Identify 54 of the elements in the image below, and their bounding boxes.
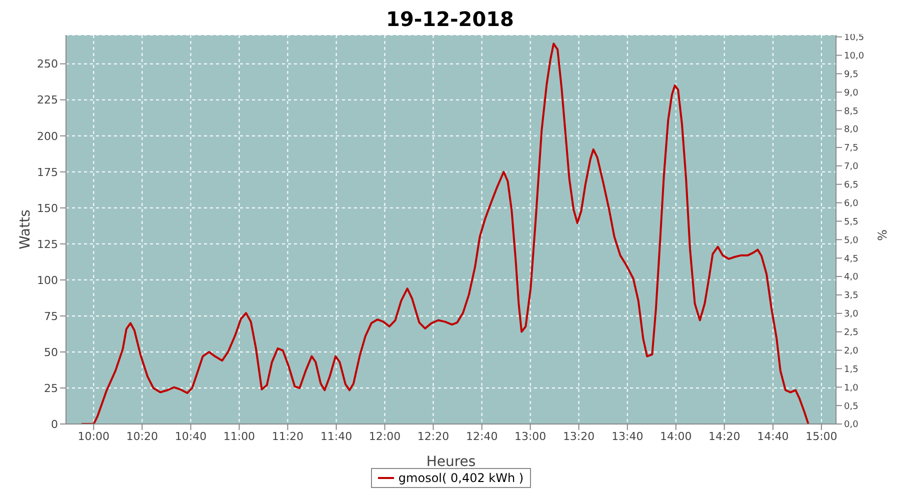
x-tick-label: 14:20 bbox=[708, 430, 740, 443]
y2-tick-label: 6,5 bbox=[844, 180, 858, 191]
y2-axis-title: % bbox=[875, 230, 890, 241]
y-tick-label: 225 bbox=[37, 94, 58, 107]
y2-tick-label: 9,0 bbox=[844, 88, 859, 98]
chart-title: 19-12-2018 bbox=[385, 7, 515, 33]
x-tick-label: 13:00 bbox=[514, 430, 546, 443]
x-tick-label: 14:00 bbox=[660, 430, 692, 443]
y-tick-label: 25 bbox=[44, 382, 58, 395]
x-tick-label: 12:40 bbox=[466, 430, 498, 443]
y-tick-label: 50 bbox=[44, 346, 58, 359]
y2-tick-label: 7,5 bbox=[844, 144, 858, 154]
legend-label: gmosol( 0,402 kWh ) bbox=[397, 471, 524, 485]
x-axis-title: Heures bbox=[426, 454, 476, 470]
y-tick-label: 100 bbox=[37, 274, 58, 287]
y2-tick-label: 1,5 bbox=[844, 364, 858, 375]
y-tick-label: 250 bbox=[37, 58, 58, 71]
y2-tick-label: 5,5 bbox=[844, 217, 858, 228]
y2-tick-label: 10,0 bbox=[844, 51, 864, 62]
x-tick-label: 13:20 bbox=[562, 430, 595, 443]
y2-tick-label: 1,0 bbox=[844, 383, 859, 394]
y2-tick-label: 0,5 bbox=[844, 402, 858, 412]
y-tick-label: 200 bbox=[37, 130, 58, 143]
x-tick-label: 10:20 bbox=[126, 430, 158, 443]
x-tick-label: 12:00 bbox=[368, 430, 401, 443]
y2-tick-label: 0,0 bbox=[844, 420, 859, 430]
y2-tick-label: 2,0 bbox=[844, 346, 859, 356]
y2-tick-label: 9,5 bbox=[844, 70, 858, 80]
line-series bbox=[80, 42, 810, 424]
y2-tick-label: 5,0 bbox=[844, 236, 859, 246]
y-tick-label: 150 bbox=[37, 202, 58, 215]
y2-tick-label: 3,5 bbox=[844, 291, 858, 302]
y2-tick-label: 8,5 bbox=[844, 106, 858, 117]
x-tick-label: 11:40 bbox=[320, 430, 352, 443]
y-tick-label: 75 bbox=[44, 310, 58, 323]
y-tick-label: 125 bbox=[37, 238, 58, 251]
x-tick-label: 11:00 bbox=[223, 430, 256, 443]
y2-tick-label: 6,0 bbox=[844, 198, 859, 209]
x-tick-label: 12:20 bbox=[417, 430, 450, 443]
y2-tick-label: 2,5 bbox=[844, 328, 858, 338]
y-tick-label: 0 bbox=[51, 418, 58, 431]
y-axis-title: Watts bbox=[18, 210, 34, 250]
x-tick-label: 10:40 bbox=[174, 430, 207, 443]
y2-tick-label: 4,5 bbox=[844, 254, 858, 264]
y2-tick-label: 4,0 bbox=[844, 272, 859, 283]
x-tick-label: 13:40 bbox=[612, 430, 644, 443]
y2-tick-label: 8,0 bbox=[844, 125, 859, 136]
y-tick-label: 175 bbox=[37, 166, 58, 179]
x-tick-label: 11:20 bbox=[272, 430, 304, 443]
y2-tick-label: 3,0 bbox=[844, 310, 859, 320]
x-tick-label: 14:40 bbox=[757, 430, 789, 443]
y2-tick-label: 7,0 bbox=[844, 162, 859, 172]
x-tick-label: 15:00 bbox=[806, 430, 838, 443]
x-tick-label: 10:00 bbox=[78, 430, 110, 443]
